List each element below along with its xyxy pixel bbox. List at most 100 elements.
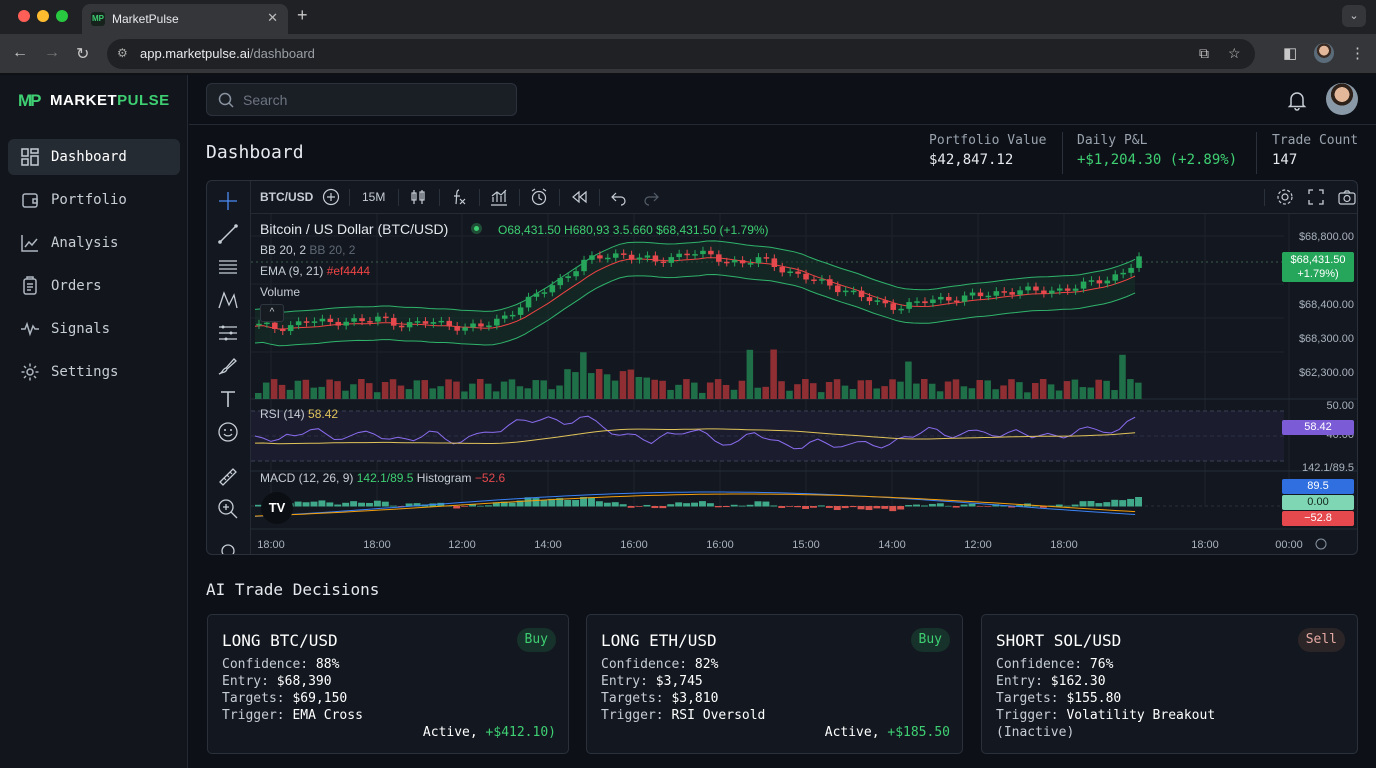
magnet-icon[interactable] — [216, 539, 240, 555]
redo-icon[interactable] — [641, 187, 661, 207]
bookmark-star-icon[interactable]: ☆ — [1228, 45, 1241, 61]
sidebar-item-orders[interactable]: Orders — [8, 268, 180, 304]
tab-search-button[interactable]: ⌄ — [1342, 5, 1366, 27]
browser-profile-avatar[interactable] — [1314, 43, 1334, 63]
histogram-bar — [611, 502, 619, 507]
drawing-toolbar — [207, 181, 251, 555]
candle-body — [264, 322, 270, 325]
browser-menu-icon[interactable]: ⋮ — [1350, 45, 1365, 62]
bb-upper-line — [254, 240, 1136, 313]
horizontal-lines-icon[interactable] — [216, 255, 240, 279]
site-info-icon[interactable]: ⚙ — [117, 46, 128, 60]
sidebar-item-portfolio[interactable]: Portfolio — [8, 182, 180, 218]
histogram-bar — [936, 503, 944, 507]
indicators-fx-icon[interactable] — [449, 187, 469, 207]
emoji-icon[interactable] — [216, 420, 240, 444]
sidepanel-icon[interactable]: ◧ — [1283, 45, 1298, 62]
browser-toolbar: ← → ↻ ⚙ app.marketpulse.ai/dashboard ⧉ ☆… — [0, 34, 1376, 74]
volume-bar — [540, 380, 547, 399]
candle-body — [771, 258, 778, 268]
trade-card-eth[interactable]: LONG ETH/USD Buy Confidence: 82% Entry: … — [586, 614, 963, 754]
volume-bar — [429, 388, 436, 399]
sidebar-item-analysis[interactable]: Analysis — [8, 225, 180, 261]
fullscreen-icon[interactable] — [1306, 187, 1326, 207]
crosshair-icon[interactable] — [216, 189, 240, 213]
volume-bar — [397, 385, 405, 399]
chart-settings-icon[interactable] — [1275, 187, 1295, 207]
trendline-icon[interactable] — [216, 222, 240, 246]
screenshot-camera-icon[interactable] — [1337, 187, 1357, 207]
cast-icon[interactable]: ⧉ — [1199, 45, 1209, 61]
templates-icon[interactable] — [489, 187, 509, 207]
replay-icon[interactable] — [569, 187, 589, 207]
tradingview-logo[interactable]: TV — [261, 492, 293, 524]
sidebar-item-dashboard[interactable]: Dashboard — [8, 139, 180, 175]
close-tab-icon[interactable]: ✕ — [267, 10, 278, 25]
user-avatar[interactable] — [1326, 83, 1358, 115]
sidebar-item-settings[interactable]: Settings — [8, 354, 180, 390]
sell-badge[interactable]: Sell — [1297, 628, 1345, 652]
volume-bar — [1008, 379, 1015, 399]
candles-icon[interactable] — [408, 187, 428, 207]
search-input[interactable] — [243, 90, 503, 110]
confidence-row: Confidence: 88% — [222, 657, 339, 672]
maximize-window-button[interactable] — [56, 10, 68, 22]
add-symbol-icon[interactable] — [321, 187, 341, 207]
histogram-bar — [619, 504, 627, 507]
candle-body — [1096, 280, 1103, 284]
time-axis-label: 12:00 — [964, 539, 992, 551]
volume-bar — [857, 380, 865, 399]
back-icon[interactable]: ← — [12, 44, 28, 61]
reload-icon[interactable]: ↻ — [76, 46, 90, 63]
candle-body — [652, 255, 659, 262]
notification-bell-icon[interactable] — [1286, 89, 1308, 111]
candle-body — [462, 327, 468, 331]
chart-canvas[interactable]: $68,800.00 $68,400.00 $68,300.00 $62,300.00… — [251, 214, 1358, 555]
forward-icon[interactable]: → — [44, 44, 60, 61]
histogram-bar — [1111, 499, 1119, 507]
volume-bar — [1000, 385, 1007, 399]
alert-clock-icon[interactable] — [529, 187, 549, 207]
browser-tab[interactable]: MP MarketPulse ✕ — [82, 4, 288, 34]
fib-tool-icon[interactable] — [216, 321, 240, 345]
ruler-icon[interactable] — [216, 465, 240, 489]
trigger-label: Trigger: — [601, 708, 664, 723]
trade-card-btc[interactable]: LONG BTC/USD Buy Confidence: 88% Entry: … — [207, 614, 569, 754]
histogram-bar — [960, 504, 968, 507]
histogram-bar — [326, 502, 334, 507]
interval-selector[interactable]: 15M — [362, 190, 386, 204]
volume-bar — [683, 379, 690, 399]
brush-icon[interactable] — [216, 354, 240, 378]
text-tool-icon[interactable] — [216, 387, 240, 411]
search-box[interactable] — [206, 83, 517, 116]
trade-card-sol[interactable]: SHORT SOL/USD Sell Confidence: 76% Entry… — [981, 614, 1358, 754]
candle-body — [359, 318, 365, 322]
new-tab-button[interactable]: + — [297, 5, 308, 25]
pattern-icon[interactable] — [216, 288, 240, 312]
volume-bar — [1135, 382, 1142, 399]
volume-bar — [1127, 379, 1134, 399]
zoom-in-icon[interactable] — [216, 497, 240, 521]
undo-icon[interactable] — [609, 187, 629, 207]
volume-bar — [318, 386, 325, 399]
histogram-bar — [841, 506, 849, 509]
collapse-legend-button[interactable]: ^ — [260, 304, 284, 322]
targets-value: $69,150 — [292, 691, 348, 706]
page-title: Dashboard — [206, 142, 304, 163]
url-text[interactable]: app.marketpulse.ai/dashboard — [140, 46, 315, 61]
candle-body — [383, 316, 389, 319]
targets-label: Targets: — [996, 691, 1059, 706]
buy-badge[interactable]: Buy — [516, 628, 556, 652]
histogram-bar — [865, 506, 873, 511]
symbol-selector[interactable]: BTC/USD — [260, 190, 314, 204]
buy-badge[interactable]: Buy — [910, 628, 950, 652]
sidebar-item-signals[interactable]: Signals — [8, 311, 180, 347]
histogram-bar — [1079, 501, 1087, 507]
candle-body — [1017, 290, 1023, 295]
close-window-button[interactable] — [18, 10, 30, 22]
volume-bar — [500, 381, 508, 399]
minimize-window-button[interactable] — [37, 10, 49, 22]
volume-bar — [635, 376, 643, 399]
address-bar[interactable]: ⚙ app.marketpulse.ai/dashboard ⧉ ☆ — [107, 39, 1255, 69]
histogram-bar — [675, 502, 683, 507]
